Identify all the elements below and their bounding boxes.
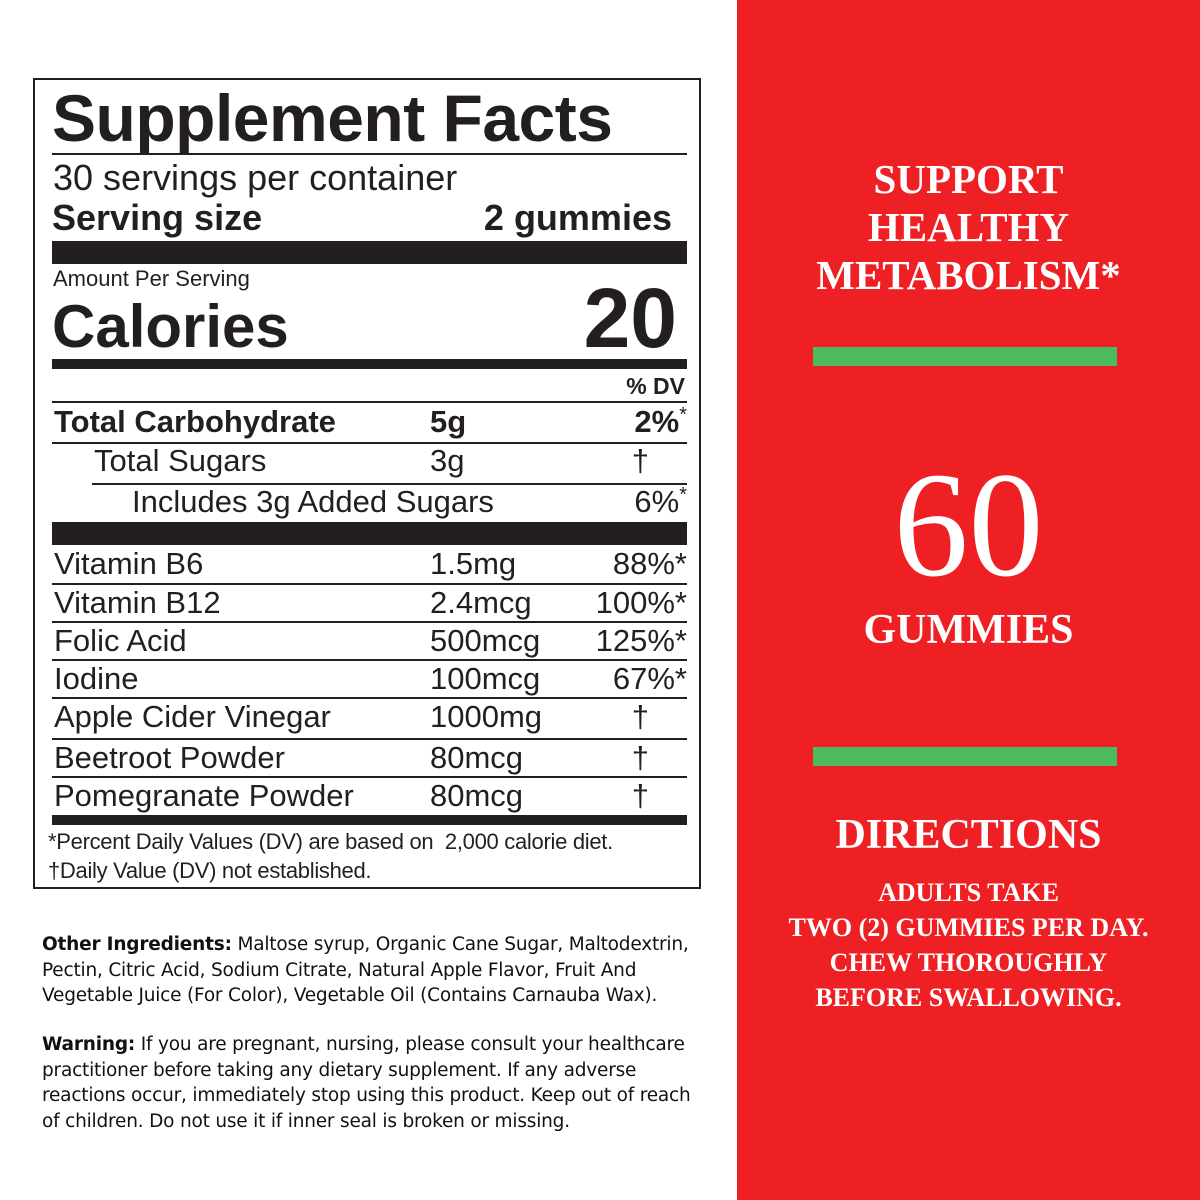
nutrient-dv: 67%* <box>612 661 687 696</box>
directions-line: ADULTS TAKE <box>878 878 1059 907</box>
warning-label: Warning: <box>42 1034 136 1055</box>
directions-line: TWO (2) GUMMIES PER DAY. <box>788 913 1149 942</box>
nutrient-dv: 88%* <box>612 546 687 581</box>
dv-value: 2% <box>634 404 680 439</box>
nutrient-dv: 2%* <box>634 403 687 441</box>
nutrient-dv: † <box>631 699 649 734</box>
nutrient-dv: † <box>631 443 649 478</box>
nutrient-row-total-carbohydrate: Total Carbohydrate 5g 2%* <box>52 403 687 441</box>
nutrient-name: Beetroot Powder <box>54 740 285 775</box>
nutrient-dv: 125%* <box>595 623 687 658</box>
divider <box>52 583 687 585</box>
calories-row: Calories 20 <box>52 276 677 360</box>
green-divider <box>813 347 1117 366</box>
footnote-mark: * <box>679 484 687 506</box>
nutrient-name: Vitamin B6 <box>54 546 204 581</box>
nutrient-name: Vitamin B12 <box>54 585 221 620</box>
footnote-mark: * <box>679 404 687 426</box>
nutrient-amount: 500mcg <box>430 623 541 658</box>
nutrient-amount: 1000mg <box>430 699 543 734</box>
nutrient-name: Apple Cider Vinegar <box>54 699 331 734</box>
thick-divider <box>52 241 687 264</box>
divider <box>52 697 687 699</box>
facts-title: Supplement Facts <box>52 81 613 155</box>
nutrient-name: Iodine <box>54 661 139 696</box>
nutrient-dv: † <box>631 778 649 813</box>
calories-label: Calories <box>52 293 289 360</box>
nutrient-dv: 6%* <box>634 483 687 521</box>
nutrient-row: Beetroot Powder 80mcg † <box>52 739 687 777</box>
divider <box>52 401 687 403</box>
nutrient-row-total-sugars: Total Sugars 3g † <box>52 442 687 480</box>
gummy-count: 60 <box>893 442 1044 608</box>
divider <box>52 442 687 444</box>
dv-header: % DV <box>626 373 685 399</box>
nutrient-name: Folic Acid <box>54 623 187 658</box>
nutrient-name: Total Sugars <box>94 443 267 478</box>
nutrient-amount: 2.4mcg <box>430 585 532 620</box>
nutrient-amount: 80mcg <box>430 740 524 775</box>
other-ingredients: Other Ingredients: Maltose syrup, Organi… <box>42 932 702 1009</box>
nutrient-row: Iodine 100mcg 67%* <box>52 660 687 698</box>
ingredients-label: Other Ingredients: <box>42 934 232 955</box>
headline-line: HEALTHY <box>867 204 1070 250</box>
divider <box>52 738 687 740</box>
nutrient-row: Vitamin B6 1.5mg 88%* <box>52 545 687 583</box>
nutrient-amount: 3g <box>430 443 465 478</box>
red-panel: SUPPORT HEALTHY METABOLISM* 60 GUMMIES D… <box>737 0 1200 1200</box>
dv-value: 6% <box>634 484 680 519</box>
medium-divider <box>52 815 687 825</box>
directions-title: DIRECTIONS <box>835 812 1102 858</box>
warning-text: If you are pregnant, nursing, please con… <box>42 1034 691 1132</box>
calories-value: 20 <box>583 271 677 365</box>
headline-line: METABOLISM* <box>816 252 1121 298</box>
footnote-dv-not-established: †Daily Value (DV) not established. <box>48 858 372 883</box>
nutrient-row: Pomegranate Powder 80mcg † <box>52 777 687 815</box>
nutrient-row-added-sugars: Includes 3g Added Sugars 6%* <box>52 483 687 521</box>
directions-text: ADULTS TAKE TWO (2) GUMMIES PER DAY. CHE… <box>737 875 1200 1015</box>
headline: SUPPORT HEALTHY METABOLISM* <box>737 155 1200 299</box>
nutrient-row: Folic Acid 500mcg 125%* <box>52 622 687 660</box>
green-divider <box>813 747 1117 766</box>
label-side: Supplement Facts 30 servings per contain… <box>33 78 702 1134</box>
medium-divider <box>52 359 687 369</box>
footnote-percent-dv: *Percent Daily Values (DV) are based on … <box>48 829 613 854</box>
nutrient-row: Apple Cider Vinegar 1000mg † <box>52 698 687 736</box>
serving-size-label: Serving size <box>52 197 263 238</box>
supplement-facts-box <box>33 78 701 889</box>
ingredients-text: Maltose syrup, Organic Cane Sugar, Malto… <box>42 934 689 1006</box>
divider <box>52 153 687 155</box>
warning: Warning: If you are pregnant, nursing, p… <box>42 1032 692 1134</box>
divider <box>92 483 687 485</box>
gummy-count-label: GUMMIES <box>863 607 1074 653</box>
headline-line: SUPPORT <box>873 156 1064 202</box>
servings-per-container: 30 servings per container <box>53 157 458 198</box>
serving-size-row: Serving size 2 gummies <box>52 197 672 239</box>
amount-per-serving: Amount Per Serving <box>53 266 250 291</box>
thick-divider <box>52 522 687 545</box>
directions-line: CHEW THOROUGHLY <box>829 948 1108 977</box>
directions-line: BEFORE SWALLOWING. <box>815 983 1122 1012</box>
nutrient-dv: † <box>631 740 649 775</box>
divider <box>52 621 687 623</box>
nutrient-amount: 5g <box>430 404 467 439</box>
divider <box>52 659 687 661</box>
nutrient-name: Pomegranate Powder <box>54 778 354 813</box>
nutrient-amount: 100mcg <box>430 661 541 696</box>
nutrient-amount: 80mcg <box>430 778 524 813</box>
serving-size-value: 2 gummies <box>483 197 672 238</box>
divider <box>52 776 687 778</box>
nutrient-amount: 1.5mg <box>430 546 517 581</box>
nutrient-name: Includes 3g Added Sugars <box>132 484 494 519</box>
nutrient-row: Vitamin B12 2.4mcg 100%* <box>52 584 687 622</box>
nutrient-name: Total Carbohydrate <box>54 404 336 439</box>
nutrient-dv: 100%* <box>595 585 687 620</box>
